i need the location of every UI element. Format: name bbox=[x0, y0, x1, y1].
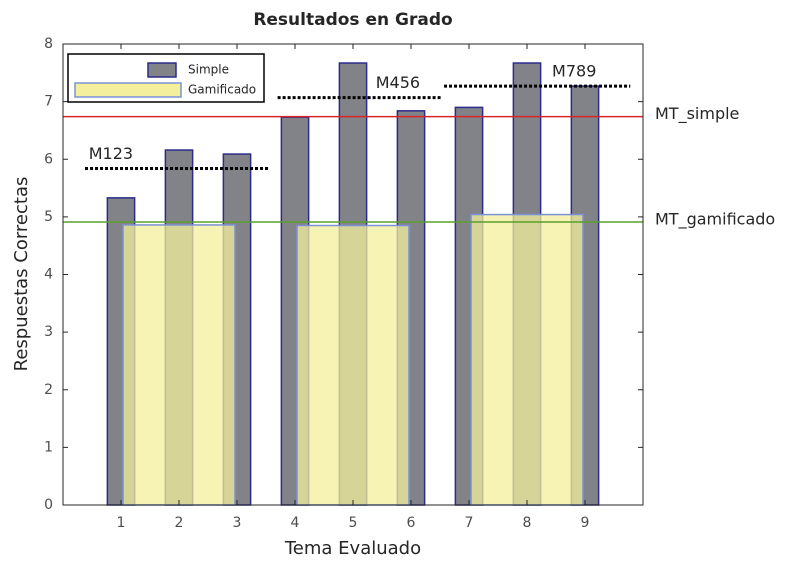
x-axis-label: Tema Evaluado bbox=[284, 538, 421, 559]
legend-label: Simple bbox=[188, 63, 229, 77]
y-tick-label: 5 bbox=[44, 209, 53, 225]
y-tick-label: 8 bbox=[44, 36, 53, 52]
x-tick-label: 6 bbox=[407, 515, 416, 531]
x-tick-label: 1 bbox=[117, 515, 126, 531]
x-tick-label: 4 bbox=[291, 515, 300, 531]
y-axis-label: Respuestas Correctas bbox=[11, 177, 32, 372]
legend-swatch bbox=[74, 82, 182, 98]
x-tick-label: 2 bbox=[175, 515, 184, 531]
segment-label: M123 bbox=[89, 144, 133, 163]
x-tick-label: 7 bbox=[465, 515, 474, 531]
y-tick-label: 6 bbox=[44, 151, 53, 167]
segment-label: M456 bbox=[376, 73, 420, 92]
segment-label: M789 bbox=[552, 62, 596, 81]
y-tick-label: 4 bbox=[44, 267, 53, 283]
x-tick-label: 8 bbox=[523, 515, 532, 531]
bar bbox=[122, 224, 236, 506]
x-tick-label: 5 bbox=[349, 515, 358, 531]
legend-label: Gamificado bbox=[188, 83, 256, 97]
legend-swatch bbox=[147, 62, 177, 78]
y-tick-label: 1 bbox=[44, 439, 53, 455]
bar bbox=[296, 224, 410, 506]
y-tick-label: 3 bbox=[44, 324, 53, 340]
bar bbox=[470, 213, 584, 506]
y-tick-label: 7 bbox=[44, 94, 53, 110]
reference-label: MT_simple bbox=[655, 104, 739, 124]
y-tick-label: 2 bbox=[44, 382, 53, 398]
reference-label: MT_gamificado bbox=[655, 210, 775, 230]
chart-title: Resultados en Grado bbox=[253, 10, 452, 30]
x-tick-label: 9 bbox=[581, 515, 590, 531]
legend: Simple Gamificado bbox=[67, 53, 265, 103]
y-tick-label: 0 bbox=[44, 497, 53, 513]
x-tick-label: 3 bbox=[233, 515, 242, 531]
